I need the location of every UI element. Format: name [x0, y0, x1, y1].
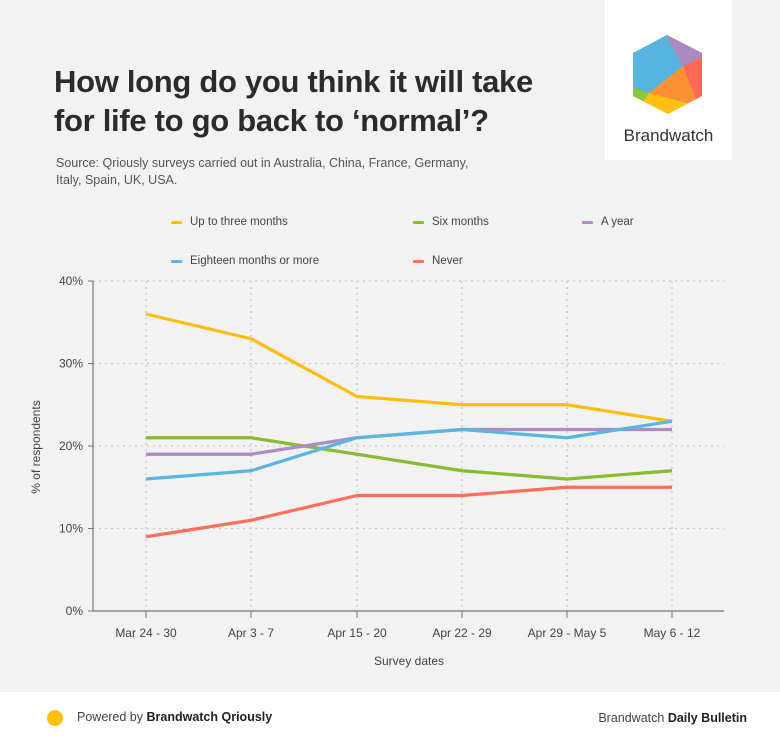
- title-line-1: How long do you think it will take: [54, 64, 533, 99]
- x-tick-label: Apr 3 - 7: [228, 626, 274, 640]
- x-tick-label: Apr 15 - 20: [327, 626, 387, 640]
- line-chart: 0% 10% 20% 30% 40% Mar 24 - 30 Apr 3 - 7 Apr 15…: [29, 274, 724, 668]
- source-line-1: Source: Qriously surveys carried out in …: [56, 156, 469, 170]
- legend-label: Eighteen months or more: [190, 255, 320, 267]
- x-tick-label: May 6 - 12: [644, 626, 701, 640]
- series-line-never: [145, 485, 672, 539]
- y-tick-label: 0%: [66, 604, 84, 618]
- legend-swatch: [413, 259, 424, 263]
- y-tick-label: 20%: [59, 439, 83, 453]
- hexagon-logo-icon: [633, 35, 702, 114]
- legend-item: Never: [413, 255, 463, 267]
- y-tick-label: 40%: [59, 274, 83, 288]
- legend-label: Up to three months: [190, 216, 288, 228]
- source-note: Source: Qriously surveys carried out in …: [56, 155, 496, 189]
- brand-logo-box: Brandwatch: [605, 0, 732, 160]
- x-tick-label: Apr 29 - May 5: [528, 626, 607, 640]
- powered-by: Powered by Brandwatch Qriously: [77, 710, 272, 724]
- legend-label: Never: [432, 255, 463, 267]
- powered-by-prefix: Powered by: [77, 710, 147, 724]
- legend-swatch: [171, 220, 182, 224]
- x-axis-title: Survey dates: [374, 654, 444, 668]
- legend-swatch: [582, 220, 593, 224]
- legend-label: A year: [601, 216, 634, 228]
- bulletin-bold: Daily Bulletin: [667, 711, 747, 725]
- series-line-up-to-three-months: [145, 312, 673, 423]
- series-line-eighteen-months-or-more: [145, 419, 673, 481]
- legend-label: Six months: [432, 216, 489, 228]
- series-line-six-months: [146, 436, 673, 481]
- page-title: How long do you think it will take for l…: [54, 62, 594, 140]
- y-axis-title: % of respondents: [29, 400, 43, 493]
- source-line-2: Italy, Spain, UK, USA.: [56, 173, 178, 187]
- daily-bulletin: Brandwatch Daily Bulletin: [598, 711, 747, 725]
- y-tick-label: 10%: [59, 522, 83, 536]
- legend-item: Six months: [413, 216, 489, 228]
- legend-item: Eighteen months or more: [171, 255, 319, 267]
- powered-by-brand: Brandwatch Qriously: [146, 710, 273, 724]
- y-tick-label: 30%: [59, 357, 83, 371]
- title-line-2: for life to go back to ‘normal’?: [54, 103, 489, 138]
- brand-dot-icon: [47, 710, 63, 726]
- footer: Powered by Brandwatch Qriously Brandwatc…: [0, 692, 780, 747]
- bulletin-prefix: Brandwatch: [598, 711, 668, 725]
- legend-item: Up to three months: [171, 216, 288, 228]
- brand-name: Brandwatch: [623, 126, 714, 145]
- x-tick-label: Mar 24 - 30: [115, 626, 177, 640]
- legend-swatch: [171, 259, 182, 263]
- x-tick-label: Apr 22 - 29: [432, 626, 492, 640]
- legend-item: A year: [582, 216, 634, 228]
- legend-swatch: [413, 220, 424, 224]
